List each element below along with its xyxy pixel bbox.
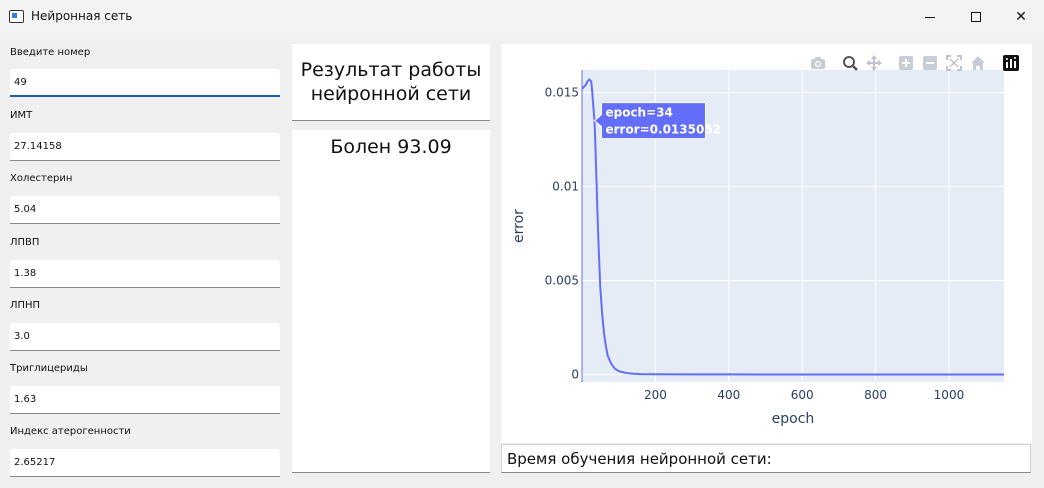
y-axis-title: error bbox=[511, 209, 527, 243]
maximize-icon bbox=[971, 12, 981, 22]
window-title: Нейронная сеть bbox=[31, 9, 133, 23]
result-title-line2: нейронной сети bbox=[310, 83, 472, 105]
title-bar: Нейронная сеть ✕ bbox=[0, 0, 1044, 34]
ldl-input[interactable] bbox=[10, 323, 280, 351]
close-button[interactable]: ✕ bbox=[998, 0, 1044, 34]
cholesterol-input[interactable] bbox=[10, 196, 280, 224]
zoom-icon[interactable] bbox=[843, 56, 858, 71]
atherogenic-index-input[interactable] bbox=[10, 449, 280, 477]
minimize-icon bbox=[925, 16, 935, 18]
label-hdl: ЛПВП bbox=[10, 237, 40, 248]
x-axis-title: epoch bbox=[772, 411, 815, 427]
close-icon: ✕ bbox=[1015, 9, 1027, 25]
x-tick-label: 800 bbox=[864, 388, 887, 402]
triglycerides-input[interactable] bbox=[10, 386, 280, 414]
result-title-panel: Результат работы нейронной сети bbox=[292, 44, 490, 121]
reset-axes-icon[interactable] bbox=[971, 56, 985, 70]
minimize-button[interactable] bbox=[907, 0, 953, 34]
result-output-panel: Болен 93.09 bbox=[292, 130, 490, 473]
tooltip-epoch: epoch=34 bbox=[605, 106, 672, 120]
maximize-button[interactable] bbox=[953, 0, 999, 34]
loss-chart-svg[interactable]: 200 400 600 800 1000 0 0.005 0.01 0.015 epoch e… bbox=[501, 44, 1032, 443]
camera-icon[interactable] bbox=[811, 57, 825, 69]
y-tick-label: 0.005 bbox=[545, 274, 579, 288]
plot-modebar bbox=[811, 55, 1019, 71]
label-bmi: ИМТ bbox=[10, 110, 33, 121]
result-title-line1: Результат работы bbox=[300, 59, 482, 81]
error-series-line bbox=[581, 77, 1004, 376]
training-time-field: Время обучения нейронной сети: bbox=[501, 444, 1031, 473]
label-patient-number: Введите номер bbox=[10, 47, 91, 58]
label-ldl: ЛПНП bbox=[10, 300, 41, 311]
y-tick-label: 0.01 bbox=[552, 180, 579, 194]
result-text: Болен 93.09 bbox=[330, 136, 452, 158]
x-tick-label: 600 bbox=[791, 388, 814, 402]
label-triglycerides: Триглицериды bbox=[10, 363, 88, 374]
pan-icon[interactable] bbox=[866, 55, 882, 71]
bmi-input[interactable] bbox=[10, 133, 280, 161]
y-tick-label: 0 bbox=[571, 367, 579, 381]
hdl-input[interactable] bbox=[10, 260, 280, 288]
plotly-logo-icon[interactable] bbox=[1003, 55, 1019, 71]
autoscale-icon[interactable] bbox=[946, 55, 962, 71]
patient-number-input[interactable] bbox=[10, 69, 280, 97]
label-cholesterol: Холестерин bbox=[10, 173, 73, 184]
x-tick-label: 1000 bbox=[934, 388, 965, 402]
training-time-label: Время обучения нейронной сети: bbox=[507, 450, 772, 468]
tooltip-error: error=0.0135052 bbox=[605, 123, 721, 137]
zoom-out-icon[interactable] bbox=[923, 56, 937, 70]
label-atherogenic-index: Индекс атерогенности bbox=[10, 426, 131, 437]
x-tick-label: 200 bbox=[644, 388, 667, 402]
loss-plot[interactable]: 200 400 600 800 1000 0 0.005 0.01 0.015 epoch e… bbox=[501, 44, 1032, 443]
hover-tooltip: epoch=34 error=0.0135052 bbox=[593, 102, 721, 140]
app-icon bbox=[9, 10, 24, 23]
y-tick-label: 0.015 bbox=[545, 86, 579, 100]
zoom-in-icon[interactable] bbox=[899, 56, 913, 70]
x-tick-label: 400 bbox=[717, 388, 740, 402]
